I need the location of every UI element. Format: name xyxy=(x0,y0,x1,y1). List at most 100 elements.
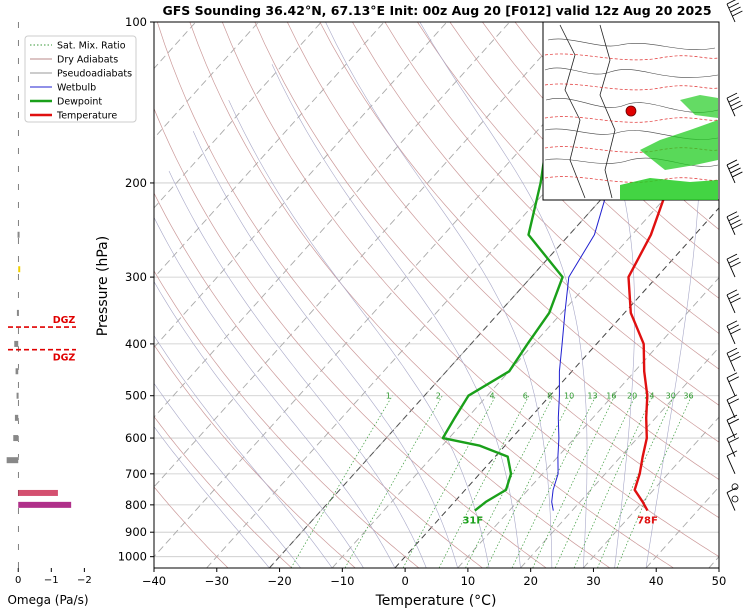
barb-feather xyxy=(728,2,740,9)
wind-barb xyxy=(726,159,743,184)
barb-feather xyxy=(728,437,740,444)
surface-dewpoint-label: 31F xyxy=(462,516,483,527)
x-tick-label: 0 xyxy=(401,574,408,588)
barb-feather xyxy=(732,171,743,178)
wind-barb xyxy=(726,0,743,23)
wind-barb xyxy=(726,372,740,396)
legend-label: Wetbulb xyxy=(57,83,96,94)
wind-barb xyxy=(726,433,740,457)
barb-feather xyxy=(730,297,741,304)
surface-temperature-label: 78F xyxy=(637,516,658,527)
calm-wind-circle xyxy=(731,483,739,491)
y-tick-label: 500 xyxy=(125,389,147,403)
inset-map xyxy=(542,21,720,201)
y-tick-label: 800 xyxy=(125,498,147,512)
calm-wind-circle xyxy=(731,495,739,503)
chart-title: GFS Sounding 36.42°N, 67.13°E Init: 00z … xyxy=(162,3,711,18)
barb-feather xyxy=(730,328,741,335)
dry-adiabat-line xyxy=(221,22,719,558)
dry-adiabat-line xyxy=(384,22,719,370)
barb-staff xyxy=(726,294,736,314)
mixing-ratio-line xyxy=(532,395,616,568)
pseudoadiabat-line xyxy=(325,22,553,568)
isotherm-line xyxy=(206,22,699,568)
dry-adiabat-line xyxy=(286,22,719,481)
barb-feather xyxy=(726,159,738,166)
barb-staff xyxy=(726,164,736,184)
mixing-ratio-label: 6 xyxy=(523,392,528,401)
x-tick-label: −40 xyxy=(142,574,166,588)
y-tick-label: 200 xyxy=(125,176,147,190)
barb-staff xyxy=(726,3,736,23)
barb-staff xyxy=(726,419,736,439)
barb-feather xyxy=(726,347,738,354)
omega-panel: 0 −1 −2 DGZ DGZ xyxy=(6,22,92,586)
barb-feather xyxy=(726,253,738,260)
dry-adiabat-line xyxy=(154,486,229,568)
barb-feather xyxy=(726,211,738,218)
omega-bar xyxy=(16,309,19,316)
omega-tick-label: −1 xyxy=(44,575,59,586)
omega-axis-label: Omega (Pa/s) xyxy=(7,593,88,607)
barb-staff xyxy=(726,377,736,396)
mixing-ratio-label: 13 xyxy=(587,392,597,401)
mixing-ratio-line xyxy=(402,395,497,568)
x-axis-label: Temperature (°C) xyxy=(375,593,497,609)
barb-feather xyxy=(728,293,740,300)
mixing-ratio-label: 20 xyxy=(627,392,637,401)
barb-feather xyxy=(732,223,743,230)
pseudoadiabat-line xyxy=(545,22,636,568)
barb-feather xyxy=(728,163,740,170)
omega-bar xyxy=(18,266,21,273)
dgz-label: DGZ xyxy=(53,315,76,326)
pseudoadiabat-line xyxy=(645,22,701,568)
omega-bar xyxy=(14,340,19,347)
dry-adiabat-line xyxy=(449,22,719,299)
isotherm-line xyxy=(154,22,510,418)
legend-label: Temperature xyxy=(56,111,117,122)
pseudoadiabat-line xyxy=(154,280,364,568)
mixing-ratio-label: 36 xyxy=(683,392,693,401)
x-axis-ticks: −40 −30 −20 −10 0 10 20 30 40 50 xyxy=(142,568,726,588)
wind-barb xyxy=(726,487,738,511)
legend: Sat. Mix. Ratio Dry Adiabats Pseudoadiabat… xyxy=(24,35,137,123)
barb-feather xyxy=(728,418,740,425)
barb-feather xyxy=(730,261,741,268)
wind-barb xyxy=(726,347,741,372)
y-tick-label: 100 xyxy=(125,15,147,29)
wind-barb xyxy=(726,394,740,419)
isotherm-line xyxy=(520,346,719,568)
pseudoadiabat-line xyxy=(154,335,333,568)
barb-feather xyxy=(732,104,743,111)
y-tick-label: 600 xyxy=(125,431,147,445)
pseudoadiabat-line xyxy=(154,382,301,568)
wind-barb xyxy=(726,450,738,475)
wind-barb xyxy=(726,253,741,278)
x-tick-label: −20 xyxy=(267,574,291,588)
barb-feather xyxy=(726,0,737,5)
barb-staff xyxy=(726,455,736,475)
x-tick-label: 40 xyxy=(649,574,664,588)
mixing-ratio-label: 24 xyxy=(644,392,654,401)
mixing-ratio-label: 1 xyxy=(386,392,391,401)
mixing-ratio-line xyxy=(511,395,597,568)
mixing-ratio-label: 30 xyxy=(666,392,676,401)
barb-feather xyxy=(726,414,738,421)
dry-adiabat-line xyxy=(482,22,719,265)
isotherm-line xyxy=(394,207,719,568)
omega-bar xyxy=(18,501,72,508)
barb-feather xyxy=(726,450,738,457)
mixing-ratio-label: 16 xyxy=(606,392,616,401)
barb-feather xyxy=(730,100,741,107)
barb-feather xyxy=(730,167,741,174)
background-lines xyxy=(154,22,719,568)
omega-tick-label: −2 xyxy=(77,575,92,586)
series-wetbulb-line xyxy=(551,116,614,511)
wind-barb xyxy=(726,211,743,235)
dry-adiabat-line xyxy=(154,270,420,568)
wind-barb xyxy=(726,92,743,117)
x-tick-label: −10 xyxy=(330,574,354,588)
barb-feather xyxy=(726,487,738,493)
wind-barbs xyxy=(726,0,743,511)
